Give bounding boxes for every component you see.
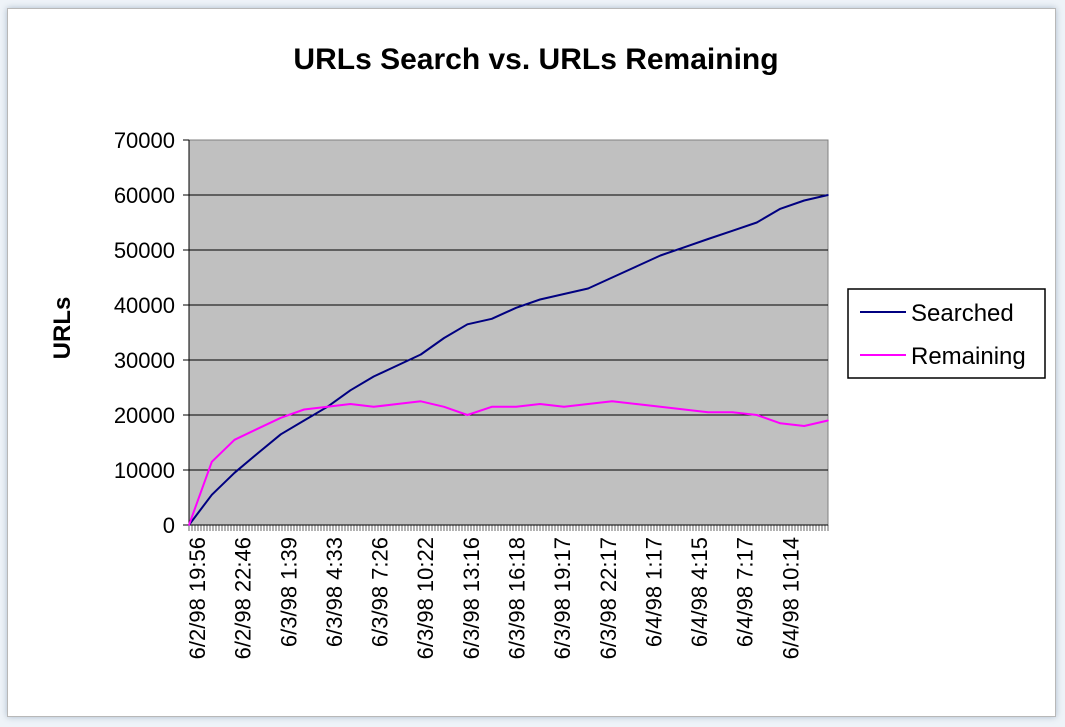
data-point-searched [611, 276, 613, 279]
data-point-remaining [211, 461, 213, 463]
legend-label-remaining: Remaining [911, 343, 1026, 370]
data-point-remaining [803, 425, 805, 427]
y-tick-label-70000: 70000 [114, 128, 175, 153]
data-point-remaining [280, 417, 282, 419]
data-point-remaining [491, 406, 493, 408]
data-point-remaining [233, 439, 236, 441]
data-point-remaining [827, 419, 829, 422]
x-tick-label: 6/4/98 1:17 [641, 537, 666, 647]
series-line-searched [188, 194, 829, 526]
gridlines [183, 139, 828, 526]
data-point-searched [803, 199, 805, 202]
data-point-searched [233, 472, 236, 474]
x-tick-label: 6/3/98 22:17 [596, 537, 621, 659]
y-tick-label-30000: 30000 [114, 348, 175, 373]
y-tick-label-0: 0 [163, 513, 175, 538]
data-point-remaining [466, 414, 469, 416]
data-point-searched [466, 323, 469, 326]
data-point-remaining [587, 403, 589, 405]
data-point-searched [587, 287, 589, 290]
x-tick-label: 6/2/98 22:46 [231, 537, 256, 659]
y-tick-label-50000: 50000 [114, 238, 175, 263]
data-point-remaining [635, 403, 638, 405]
data-point-remaining [539, 403, 541, 405]
plot-area [188, 139, 829, 526]
data-point-searched [349, 389, 352, 392]
data-point-remaining [349, 403, 352, 405]
data-point-remaining [707, 411, 709, 414]
legend-label-searched: Searched [911, 300, 1014, 327]
x-tick-label: 6/4/98 7:17 [733, 537, 758, 647]
data-point-searched [443, 337, 445, 339]
data-point-remaining [256, 428, 259, 430]
data-point-remaining [779, 422, 782, 425]
y-tick-label-10000: 10000 [114, 458, 175, 483]
chart-title: URLs Search vs. URLs Remaining [293, 43, 778, 76]
y-tick-label-40000: 40000 [114, 293, 175, 318]
data-point-remaining [756, 414, 758, 416]
data-point-searched [491, 318, 493, 320]
data-point-remaining [611, 400, 613, 403]
data-point-remaining [326, 406, 329, 408]
data-point-searched [779, 208, 782, 210]
data-point-searched [707, 238, 709, 240]
y-axis-ticks: 0 10000 20000 30000 40000 50000 60000 70000 [114, 128, 175, 538]
x-tick-label: 6/3/98 7:26 [368, 537, 393, 647]
data-point-searched [303, 419, 305, 422]
x-tick-label: 6/4/98 10:14 [778, 537, 803, 659]
legend: Searched Remaining [847, 288, 1046, 379]
y-tick-label-20000: 20000 [114, 403, 175, 428]
data-point-searched [756, 221, 758, 224]
y-tick-label-60000: 60000 [114, 183, 175, 208]
data-point-remaining [303, 408, 305, 411]
x-tick-label: 6/3/98 19:17 [550, 537, 575, 659]
x-tick-label: 6/4/98 4:15 [687, 537, 712, 647]
data-point-remaining [731, 411, 734, 414]
data-point-remaining [659, 406, 662, 408]
data-point-searched [683, 246, 685, 249]
data-point-searched [420, 353, 422, 356]
x-tick-label: 6/3/98 10:22 [413, 537, 438, 659]
data-point-searched [635, 265, 638, 268]
x-tick-label: 6/3/98 4:33 [322, 537, 347, 647]
data-point-searched [731, 230, 734, 232]
x-tick-label: 6/3/98 16:18 [505, 537, 530, 659]
x-axis-ticks: 6/2/98 19:56 6/2/98 22:46 6/3/98 1:39 6/3/9… [185, 525, 829, 659]
data-point-searched [396, 364, 399, 367]
data-point-searched [211, 494, 213, 496]
data-point-searched [539, 298, 541, 301]
data-point-remaining [683, 408, 685, 411]
data-point-searched [372, 375, 375, 378]
x-tick-label: 6/3/98 13:16 [459, 537, 484, 659]
x-tick-label: 6/2/98 19:56 [185, 537, 210, 659]
line-chart: URLs Search vs. URLs Remaining URLs 0 100… [49, 43, 1046, 659]
data-point-remaining [188, 524, 190, 526]
data-point-searched [563, 293, 565, 295]
x-tick-label: 6/3/98 1:39 [276, 537, 301, 647]
data-point-remaining [563, 406, 565, 408]
data-point-searched [280, 433, 282, 436]
data-point-searched [256, 452, 259, 455]
series-lines [188, 194, 829, 526]
data-point-remaining [396, 403, 399, 405]
data-point-remaining [443, 406, 445, 408]
data-point-remaining [420, 400, 422, 403]
data-point-remaining [372, 406, 375, 408]
chart-frame: URLs Search vs. URLs Remaining URLs 0 100… [7, 8, 1056, 717]
data-point-searched [827, 194, 829, 196]
legend-box [847, 288, 1046, 379]
data-point-remaining [515, 406, 517, 408]
y-axis-label: URLs [49, 297, 76, 360]
data-point-searched [659, 254, 662, 257]
data-point-searched [515, 307, 517, 309]
series-line-remaining [188, 400, 829, 526]
